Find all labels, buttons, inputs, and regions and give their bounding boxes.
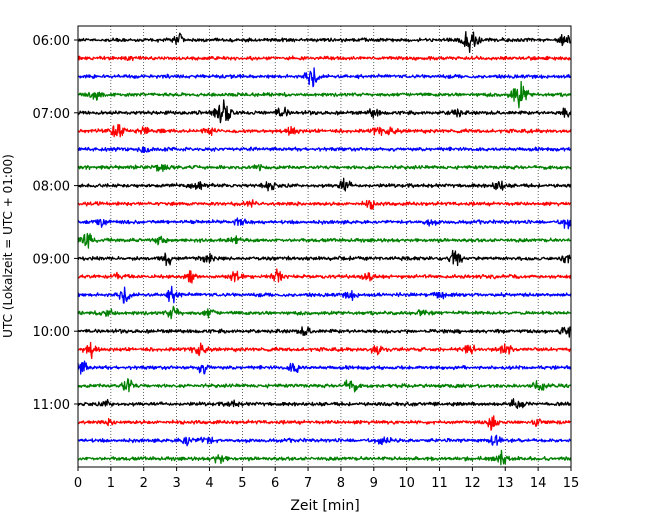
seismogram-trace-0945 (77, 305, 572, 320)
seismogram-trace-0915 (77, 268, 572, 284)
x-tick-label: 13 (497, 476, 514, 491)
seismogram-trace-0815 (77, 199, 572, 210)
y-tick-label: 06:00 (33, 34, 70, 49)
y-tick-label: 11:00 (33, 398, 70, 413)
seismogram-trace-0600 (77, 31, 572, 53)
seismogram-trace-0700 (77, 99, 572, 124)
x-axis: 0 1 2 3 4 5 6 7 8 9 10 11 12 13 14 15 (74, 467, 579, 491)
seismogram-trace-0745 (77, 163, 572, 172)
plot-frame (77, 25, 572, 468)
seismogram-trace-1145 (77, 449, 572, 466)
x-tick-label: 14 (530, 476, 547, 491)
y-tick-label: 10:00 (33, 325, 70, 340)
seismogram-trace-1115 (77, 415, 572, 431)
seismogram-trace-1000 (77, 326, 572, 338)
y-tick-label: 09:00 (33, 252, 70, 267)
x-tick-label: 6 (271, 476, 279, 491)
seismogram-trace-1030 (77, 360, 572, 375)
x-tick-label: 4 (205, 476, 213, 491)
seismogram-trace-0845 (77, 232, 572, 249)
traces (77, 31, 572, 466)
y-axis: 06:00 07:00 08:00 09:00 10:00 11:00 (33, 34, 78, 413)
seismogram-trace-0900 (77, 249, 572, 267)
x-tick-label: 12 (464, 476, 481, 491)
x-tick-label: 0 (74, 476, 82, 491)
seismogram-trace-1100 (77, 398, 572, 410)
seismogram-trace-1015 (77, 341, 572, 360)
y-tick-label: 08:00 (33, 180, 70, 195)
x-tick-label: 1 (107, 476, 115, 491)
x-tick-label: 7 (304, 476, 312, 491)
seismogram-trace-0645 (77, 80, 572, 109)
seismogram-trace-1130 (77, 434, 572, 447)
y-tick-label: 07:00 (33, 107, 70, 122)
x-tick-label: 11 (431, 476, 448, 491)
x-tick-label: 15 (563, 476, 580, 491)
seismogram-trace-0830 (77, 217, 572, 230)
x-tick-label: 10 (398, 476, 415, 491)
seismogram-trace-0615 (77, 55, 572, 62)
x-tick-label: 5 (238, 476, 246, 491)
seismogram-trace-0730 (77, 146, 572, 154)
x-tick-label: 9 (370, 476, 378, 491)
y-axis-label: UTC (Lokalzeit = UTC + 01:00) (1, 154, 15, 338)
x-tick-label: 3 (172, 476, 180, 491)
seismogram-trace-0630 (77, 67, 572, 88)
x-tick-label: 2 (140, 476, 148, 491)
seismogram-trace-1045 (77, 378, 572, 393)
x-tick-label: 8 (337, 476, 345, 491)
seismogram-trace-0930 (77, 285, 572, 304)
x-axis-label: Zeit [min] (290, 498, 359, 514)
seismogram-trace-0715 (77, 123, 572, 138)
seismogram-trace-0800 (77, 177, 572, 192)
